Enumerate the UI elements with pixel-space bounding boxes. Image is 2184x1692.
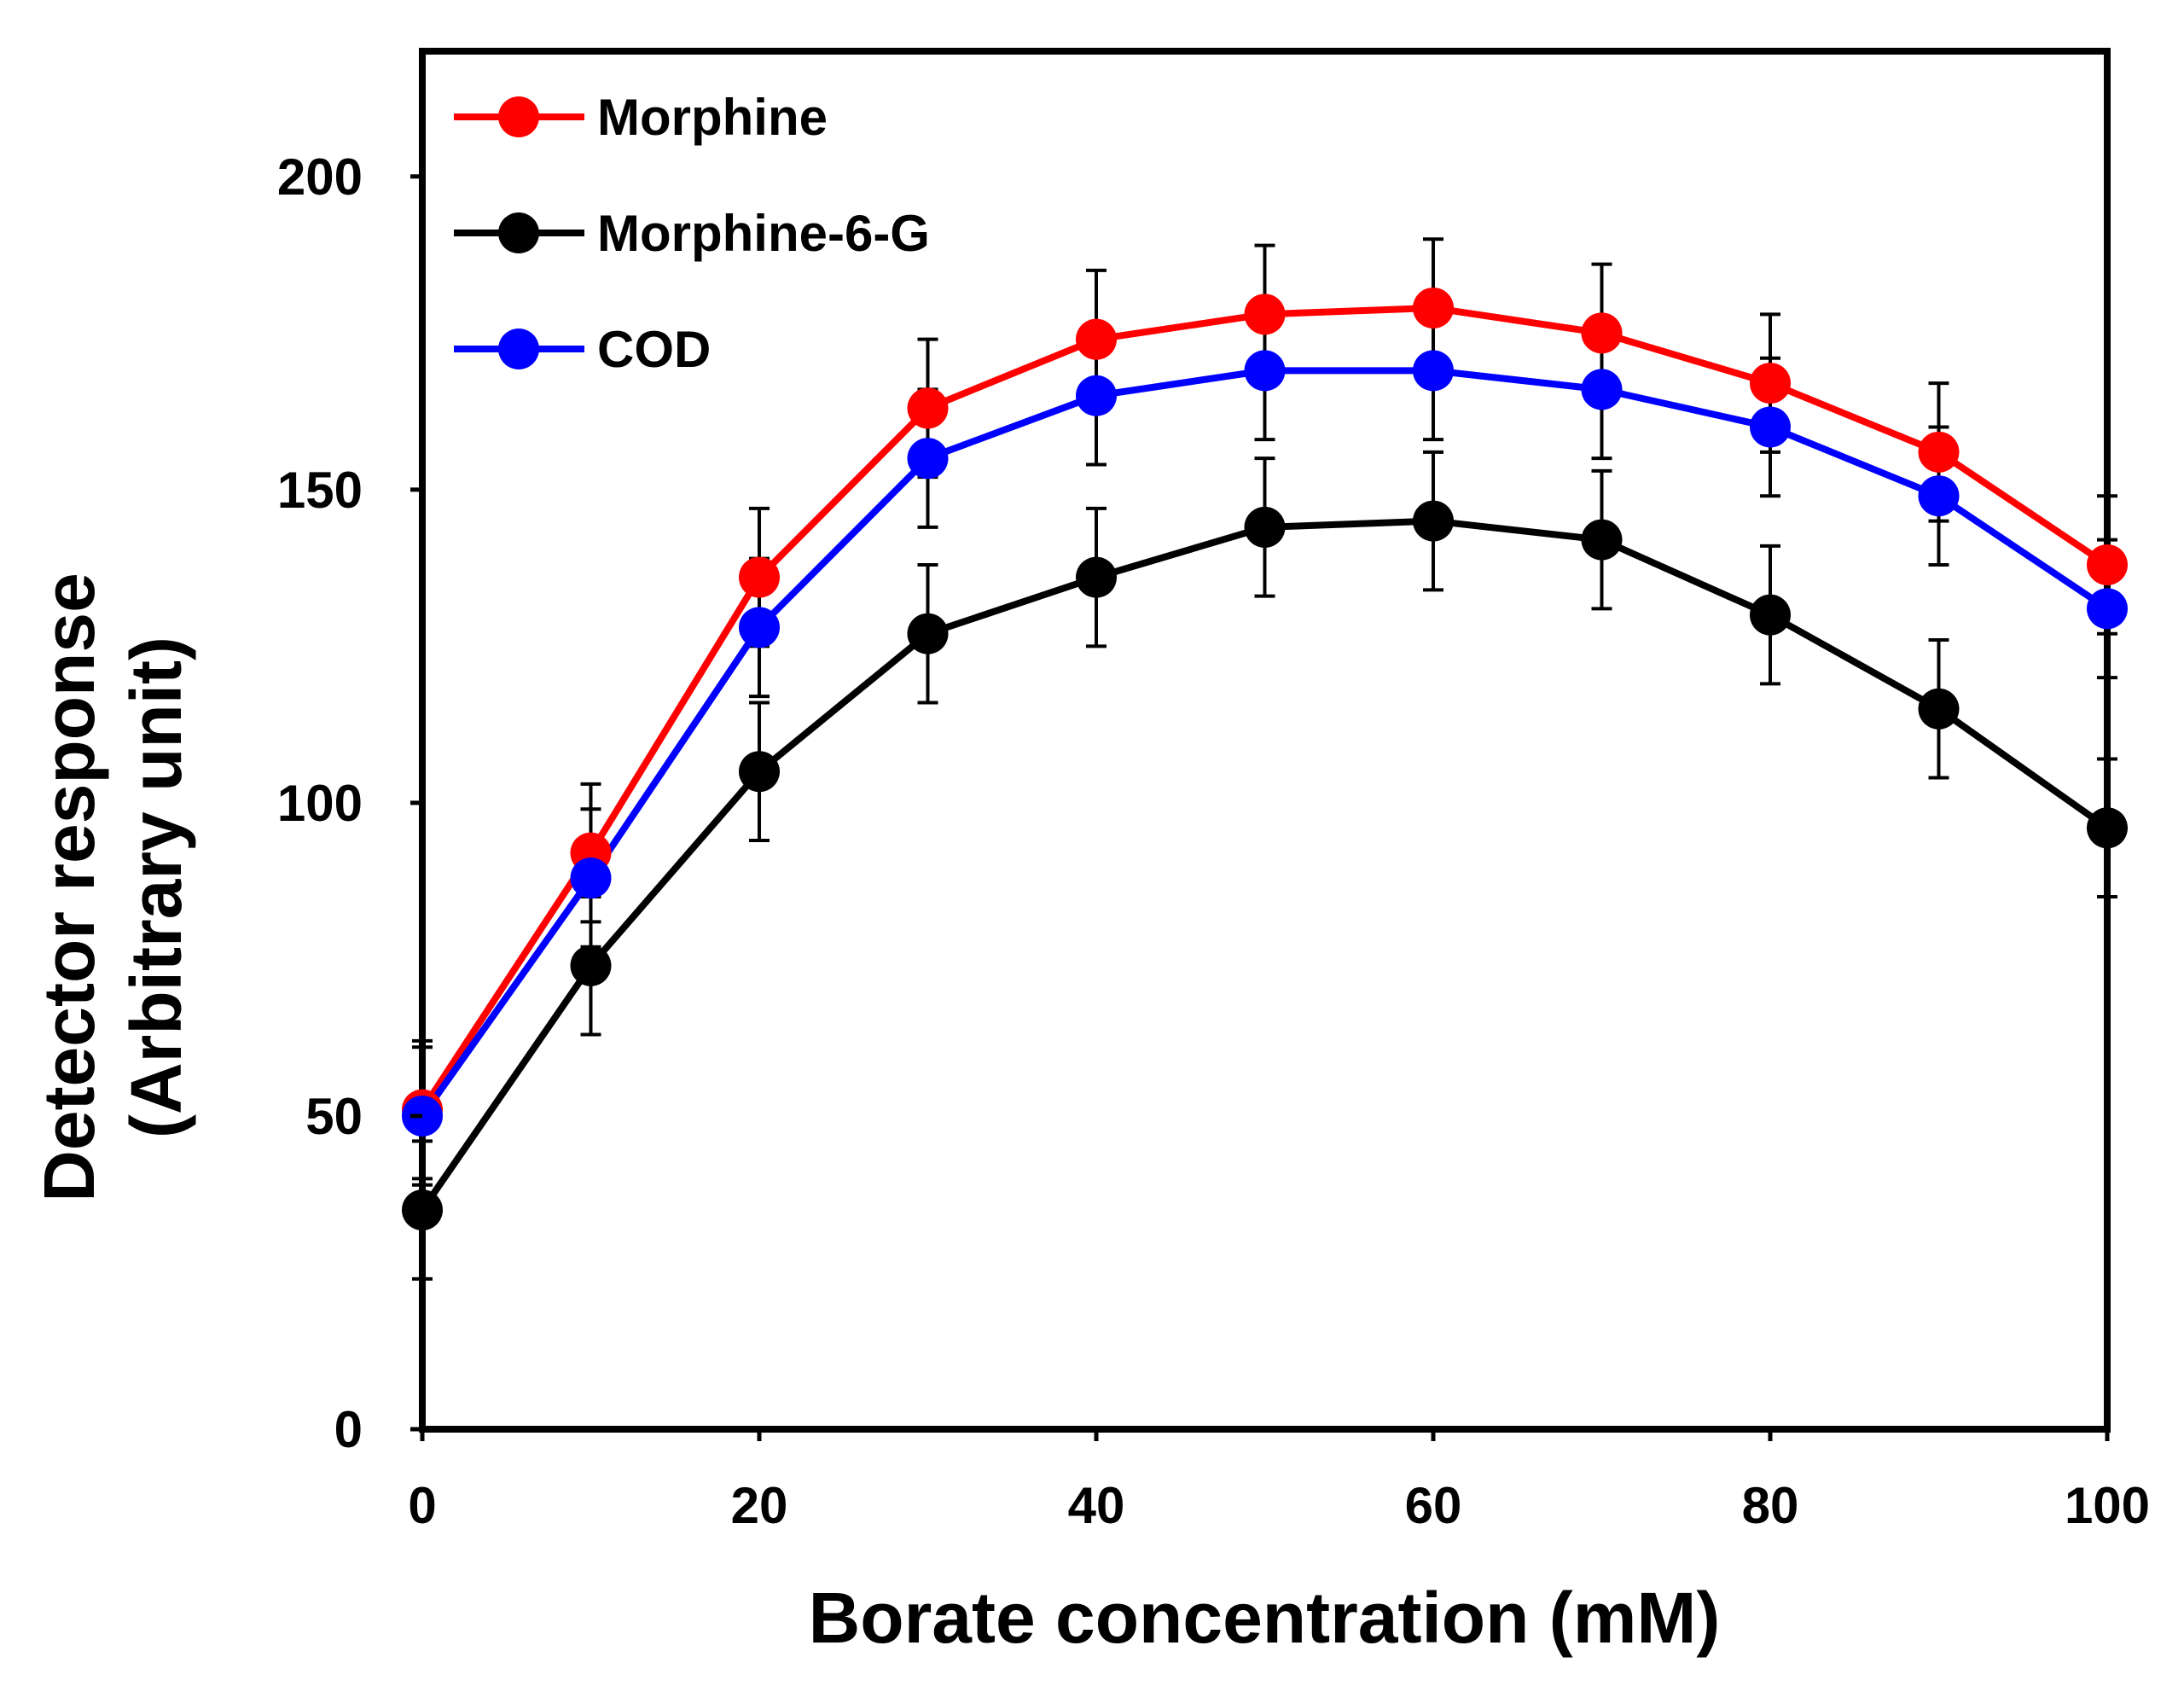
morphine-point: [907, 387, 949, 429]
legend-morphine-6-g-marker: [498, 212, 539, 253]
morphine-6-g-point: [402, 1189, 443, 1231]
cod-point: [1413, 350, 1454, 392]
cod-point: [1581, 369, 1623, 410]
morphine-6-g-point: [1244, 506, 1286, 548]
legend-cod-label: COD: [597, 321, 711, 378]
morphine-point: [739, 556, 780, 598]
x-tick-label-100: 100: [2065, 1477, 2150, 1534]
morphine-6-g-point: [2087, 807, 2128, 849]
x-tick-label-20: 20: [731, 1477, 788, 1534]
cod-point: [1918, 475, 1960, 517]
morphine-point: [2087, 544, 2128, 585]
legend-morphine-label: Morphine: [597, 89, 828, 146]
y-axis-title-line1: Detector response: [29, 573, 109, 1202]
legend-morphine-marker: [498, 96, 539, 137]
morphine-6-g-point: [570, 945, 612, 986]
cod-point: [1244, 350, 1286, 392]
morphine-point: [1581, 312, 1623, 354]
cod-point: [1750, 406, 1791, 448]
morphine-point: [1244, 294, 1286, 335]
x-axis-title: Borate concentration (mM): [809, 1578, 1721, 1658]
y-tick-label-150: 150: [277, 462, 363, 519]
morphine-point: [1750, 363, 1791, 404]
y-tick-label-100: 100: [277, 775, 363, 832]
morphine-6-g-point: [1076, 556, 1117, 598]
legend-cod-marker: [498, 329, 539, 369]
cod-point: [570, 858, 612, 898]
plot-frame: [419, 48, 2111, 1433]
y-axis-title-line2: (Arbitrary unit): [116, 637, 196, 1138]
legend-morphine-6-g-label: Morphine-6-G: [597, 205, 930, 262]
x-tick-label-40: 40: [1068, 1477, 1125, 1534]
y-tick-label-50: 50: [305, 1088, 363, 1145]
cod-point: [2087, 588, 2128, 630]
morphine-6-g-point: [1581, 519, 1623, 561]
morphine-point: [1918, 431, 1960, 473]
cod-point: [907, 438, 949, 480]
x-tick-label-0: 0: [408, 1477, 436, 1534]
morphine-point: [1076, 318, 1117, 360]
x-tick-label-60: 60: [1405, 1477, 1462, 1534]
x-tick-label-80: 80: [1742, 1477, 1799, 1534]
morphine-6-g-point: [739, 751, 780, 793]
cod-point: [739, 607, 780, 648]
y-tick-label-200: 200: [277, 148, 363, 206]
cod-point: [1076, 375, 1117, 416]
morphine-6-g-point: [1413, 500, 1454, 542]
y-tick-label-0: 0: [334, 1401, 363, 1458]
morphine-6-g-line: [419, 517, 2110, 1212]
morphine-6-g-point: [1750, 594, 1791, 636]
morphine-point: [1413, 287, 1454, 329]
morphine-6-g-point: [907, 613, 949, 654]
morphine-6-g-point: [1918, 688, 1960, 730]
